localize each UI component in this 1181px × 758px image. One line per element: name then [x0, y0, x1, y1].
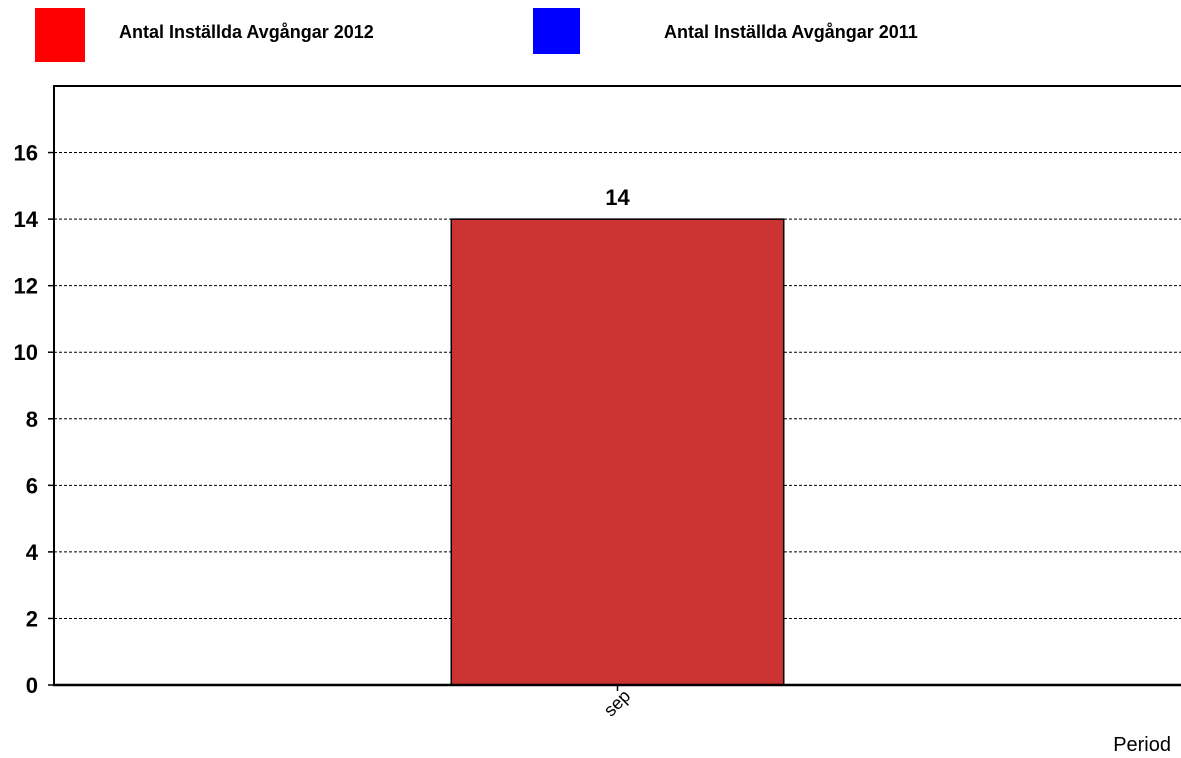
data-labels: 14: [605, 185, 630, 210]
y-tick-label: 14: [14, 207, 39, 232]
y-tick-label: 16: [14, 141, 38, 166]
category-label: sep: [600, 686, 635, 721]
legend: Antal Inställda Avgångar 2012 Antal Inst…: [35, 8, 918, 62]
y-tick-label: 0: [26, 673, 38, 698]
y-tick-label: 12: [14, 274, 38, 299]
gridlines: [54, 152, 1181, 619]
legend-label-2011: Antal Inställda Avgångar 2011: [664, 22, 918, 42]
legend-swatch-2011: [533, 8, 580, 54]
data-label: 14: [605, 185, 630, 210]
y-tick-label: 10: [14, 340, 38, 365]
legend-swatch-2012: [35, 8, 85, 62]
x-axis-title: Period: [1113, 734, 1171, 756]
legend-label-2012: Antal Inställda Avgångar 2012: [119, 22, 374, 42]
y-tick-label: 8: [26, 407, 38, 432]
bars: [450, 218, 785, 686]
y-tick-labels: 0 2 4 6 8 10 12 14 16: [14, 141, 54, 698]
y-tick-label: 6: [26, 473, 38, 498]
category-labels: sep: [600, 685, 635, 721]
bar-2012-sep: [450, 218, 785, 686]
y-tick-label: 2: [26, 606, 38, 631]
plot-area: 0 2 4 6 8 10 12 14 16 14 sep: [14, 85, 1181, 720]
y-tick-label: 4: [26, 540, 39, 565]
